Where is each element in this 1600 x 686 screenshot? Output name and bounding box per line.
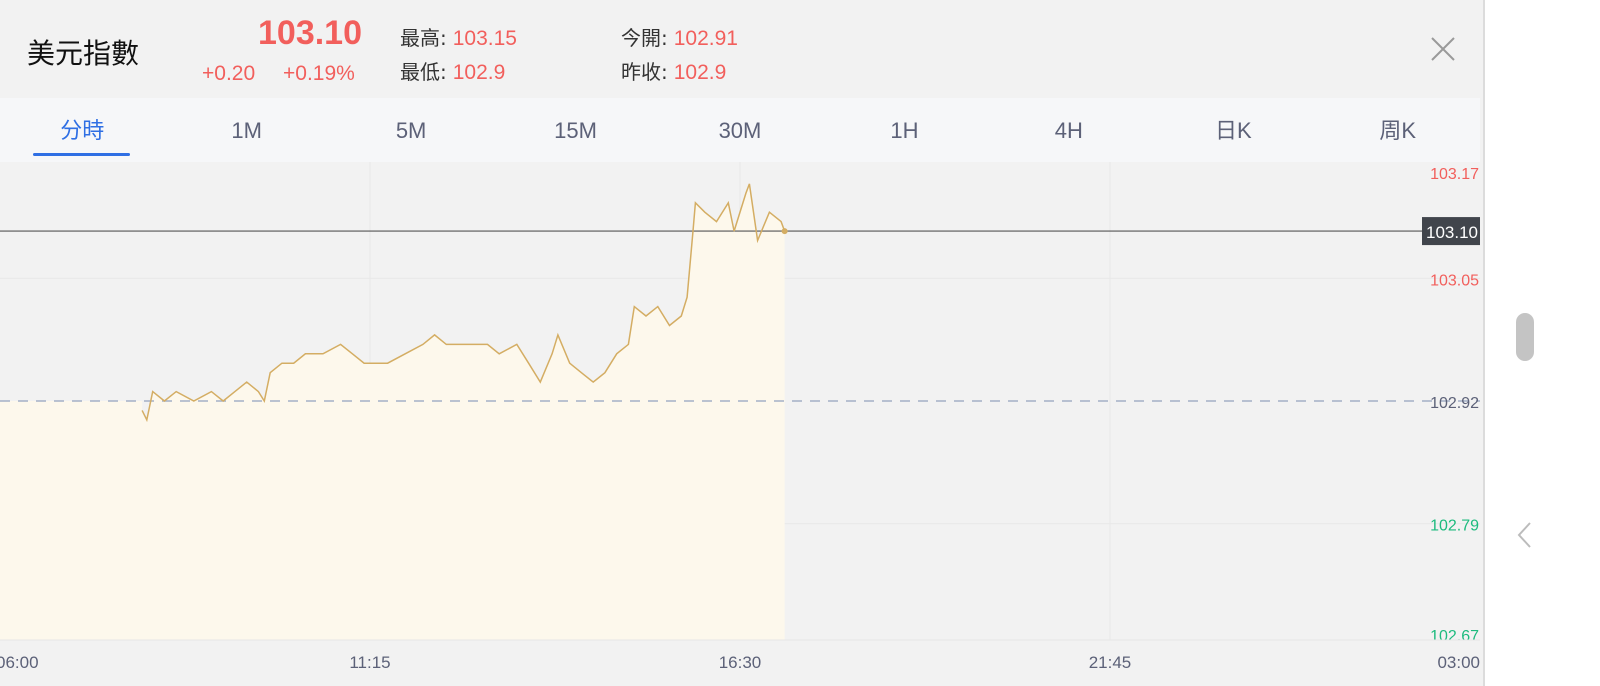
- price-change: +0.20: [202, 62, 256, 85]
- tab-6[interactable]: 4H: [1054, 118, 1083, 143]
- x-tick-label: 11:15: [349, 653, 390, 672]
- x-tick-label: 16:30: [719, 653, 762, 672]
- quote-header: 美元指數 103.10 +0.20 +0.19% 最高: 103.15 最低: 10…: [0, 0, 1483, 98]
- x-axis-area: [0, 640, 1480, 686]
- prev-close-value: 102.9: [673, 61, 727, 84]
- quote-panel: 美元指數 103.10 +0.20 +0.19% 最高: 103.15 最低: 10…: [0, 0, 1485, 686]
- last-price-dot: [781, 228, 788, 235]
- x-tick-label: 03:00: [1437, 653, 1480, 672]
- x-tick-label: 21:45: [1089, 653, 1132, 672]
- open-value: 102.91: [673, 27, 738, 50]
- close-icon[interactable]: [1430, 36, 1456, 62]
- tab-0[interactable]: 分時: [0, 98, 164, 162]
- high-value: 103.15: [452, 27, 517, 50]
- last-price: 103.10: [258, 14, 362, 52]
- prev-close-stat: 昨收: 102.9: [621, 56, 726, 85]
- current-price-badge-label: 103.10: [1426, 223, 1478, 242]
- open-label: 今開:: [621, 26, 668, 50]
- tab-8[interactable]: 周K: [1379, 118, 1417, 143]
- prev-close-label: 昨收:: [621, 60, 668, 84]
- high-label: 最高:: [400, 26, 447, 50]
- high-stat: 最高: 103.15: [400, 22, 517, 51]
- low-stat: 最低: 102.9: [400, 56, 505, 85]
- low-value: 102.9: [452, 61, 506, 84]
- instrument-title: 美元指數: [27, 37, 140, 70]
- y-tick-label: 103.05: [1430, 272, 1479, 289]
- y-tick-label: 103.17: [1430, 166, 1479, 183]
- tab-5[interactable]: 1H: [890, 118, 919, 143]
- low-label: 最低:: [400, 60, 447, 84]
- chevron-left-icon[interactable]: [1514, 520, 1536, 550]
- tab-3[interactable]: 15M: [554, 118, 597, 143]
- price-change-percent: +0.19%: [283, 62, 355, 85]
- timeframe-tabs: 分時 1M 5M 15M 30M 1H 4H 日K 周K: [0, 98, 1480, 162]
- open-stat: 今開: 102.91: [621, 22, 738, 51]
- price-area-fill: [0, 183, 785, 640]
- tab-1[interactable]: 1M: [231, 118, 262, 143]
- intraday-chart: 103.17103.05102.92102.79102.67103.1006:0…: [0, 162, 1480, 686]
- tab-2[interactable]: 5M: [395, 118, 427, 143]
- tab-4[interactable]: 30M: [718, 118, 762, 143]
- y-tick-label: 102.92: [1430, 395, 1479, 412]
- current-price-badge: [1422, 217, 1480, 246]
- tab-7[interactable]: 日K: [1214, 118, 1252, 143]
- scrollbar-thumb[interactable]: [1516, 313, 1534, 361]
- y-tick-label: 102.79: [1430, 518, 1479, 535]
- x-tick-label: 06:00: [0, 653, 39, 672]
